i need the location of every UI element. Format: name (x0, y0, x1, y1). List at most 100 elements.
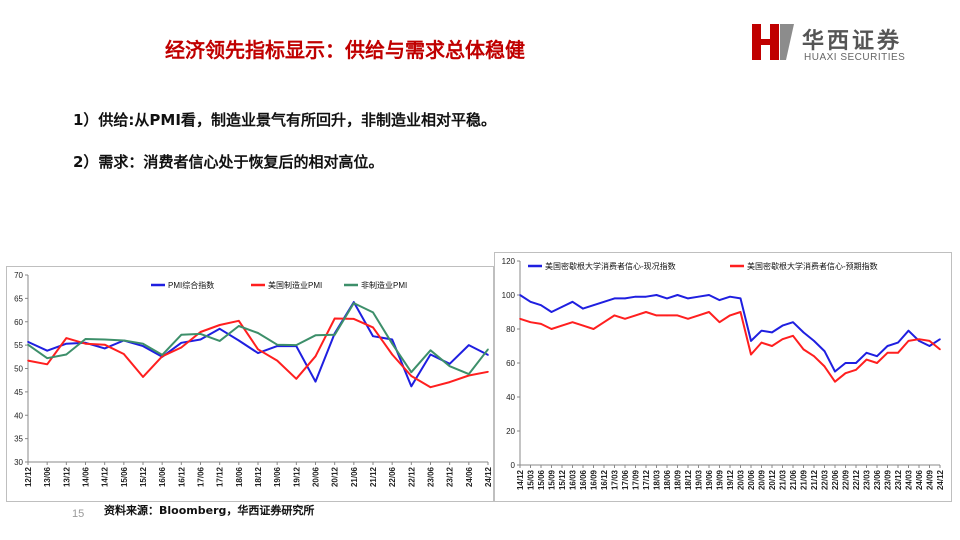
x-tick-label: 19/09 (716, 469, 725, 490)
data-point (697, 295, 700, 298)
data-point (391, 342, 393, 345)
data-point (103, 343, 106, 346)
x-tick-label: 15/09 (548, 469, 557, 490)
data-point (750, 353, 752, 356)
x-tick-label: 24/12 (936, 469, 945, 490)
data-point (410, 375, 413, 377)
data-point (448, 381, 451, 383)
data-point (218, 327, 221, 330)
data-point (645, 295, 647, 298)
data-point (645, 311, 647, 313)
data-point (27, 343, 29, 346)
x-tick-label: 24/06 (465, 466, 474, 487)
data-point (84, 342, 87, 345)
data-point (771, 345, 773, 347)
x-tick-label: 22/09 (842, 469, 851, 490)
data-point (582, 307, 584, 310)
data-point (834, 380, 836, 383)
data-point (876, 362, 878, 364)
logo-mark-icon (752, 24, 794, 60)
data-point (697, 314, 700, 317)
x-tick-label: 15/12 (139, 466, 148, 487)
page-number: 15 (72, 508, 85, 520)
x-tick-label: 24/03 (905, 469, 914, 490)
legend-label-2: 非制造业PMI (361, 280, 407, 290)
data-point (855, 369, 857, 371)
data-point (918, 338, 920, 340)
data-point (372, 311, 374, 314)
x-tick-label: 20/09 (758, 469, 767, 490)
data-point (161, 355, 163, 358)
x-tick-label: 21/12 (369, 466, 378, 487)
data-point (592, 304, 595, 306)
x-tick-label: 21/12 (810, 469, 819, 490)
data-point (802, 348, 805, 351)
y-tick-label: 120 (502, 257, 516, 266)
data-point (257, 332, 259, 334)
x-tick-label: 18/12 (684, 469, 693, 490)
y-tick-label: 40 (506, 393, 515, 402)
x-tick-label: 16/09 (590, 469, 599, 490)
data-point (561, 306, 563, 308)
y-tick-label: 100 (502, 291, 516, 300)
data-point (760, 341, 763, 344)
data-point (429, 386, 432, 388)
data-point (142, 376, 144, 378)
x-tick-label: 15/06 (537, 469, 546, 490)
data-point (802, 331, 805, 334)
data-point (103, 338, 106, 341)
data-point (295, 344, 298, 346)
data-point (487, 348, 489, 351)
data-point (907, 329, 910, 332)
data-point (199, 331, 202, 333)
data-point (65, 337, 68, 339)
x-tick-label: 16/06 (579, 469, 588, 490)
data-point (46, 363, 48, 366)
data-point (655, 294, 658, 296)
data-point (550, 328, 553, 330)
data-point (372, 335, 374, 338)
data-point (257, 352, 259, 354)
page-title: 经济领先指标显示：供给与需求总体稳健 (165, 38, 525, 62)
data-point (813, 355, 815, 357)
data-point (519, 294, 521, 296)
x-tick-label: 19/06 (705, 469, 714, 490)
data-point (468, 374, 470, 377)
data-point (519, 318, 521, 320)
data-point (46, 349, 48, 352)
series-line-2 (27, 302, 489, 376)
data-point (571, 301, 574, 303)
data-point (781, 338, 784, 340)
x-tick-label: 18/03 (653, 469, 662, 490)
x-tick-label: 22/12 (852, 469, 861, 490)
data-point (666, 297, 668, 300)
x-tick-label: 15/06 (120, 466, 129, 487)
y-tick-label: 80 (506, 325, 515, 334)
x-tick-label: 24/12 (484, 466, 493, 487)
x-tick-label: 12/12 (24, 466, 33, 487)
data-point (180, 346, 183, 349)
data-point (391, 338, 393, 341)
data-point (928, 340, 931, 342)
data-point (238, 325, 240, 327)
x-tick-label: 17/06 (621, 469, 630, 490)
x-tick-label: 20/12 (331, 466, 340, 487)
data-point (27, 359, 29, 362)
x-tick-label: 23/03 (863, 469, 872, 490)
data-point (540, 304, 542, 306)
data-point (792, 321, 794, 323)
data-point (218, 324, 221, 326)
x-tick-label: 24/06 (915, 469, 924, 490)
data-point (739, 297, 742, 300)
data-point (238, 339, 240, 342)
data-point (276, 359, 278, 362)
data-point (676, 294, 679, 296)
data-point (613, 297, 616, 300)
data-point (823, 350, 826, 352)
consumer-confidence-chart: 0 20 40 60 80 100 120 14/12 15/03 15/06 15/09 15/12… (494, 252, 952, 502)
chart-frame (494, 252, 952, 502)
x-tick-label: 18/12 (254, 466, 263, 487)
x-tick-label: 23/06 (427, 466, 436, 487)
y-tick-label: 60 (14, 318, 23, 327)
data-point (65, 353, 68, 356)
